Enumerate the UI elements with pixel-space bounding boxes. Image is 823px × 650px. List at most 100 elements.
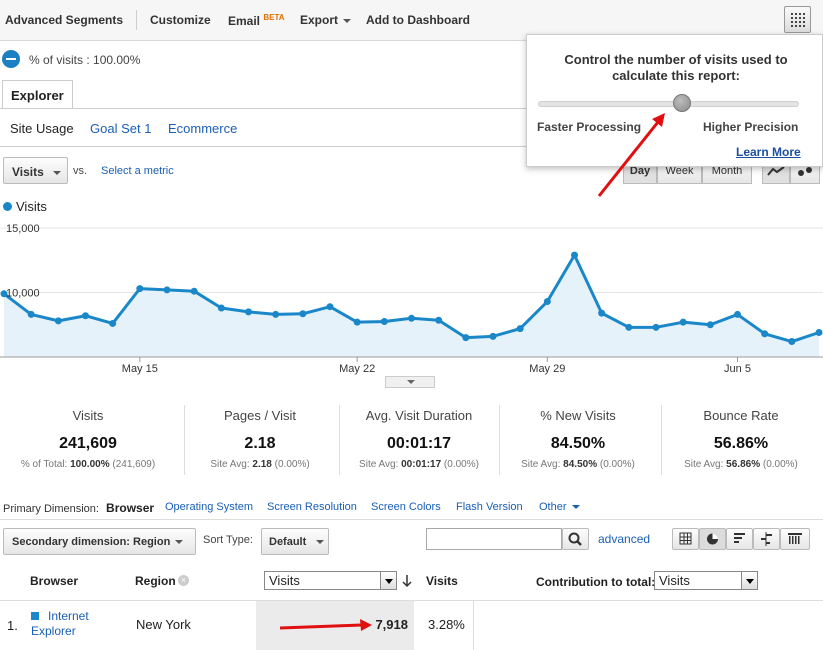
table-search-input[interactable] [426, 528, 562, 550]
scorecard-title: Avg. Visit Duration [365, 408, 473, 423]
export-button[interactable]: Export [300, 13, 352, 27]
data-point [353, 318, 361, 326]
data-point [27, 310, 35, 318]
data-point [190, 287, 198, 295]
data-point [82, 312, 89, 320]
sort-metric-select[interactable]: Visits [264, 571, 397, 590]
data-point [706, 321, 714, 329]
contribution-metric-select[interactable]: Visits [654, 571, 758, 590]
popup-title: Control the number of visits used to cal… [564, 52, 788, 83]
sort-type-dropdown[interactable]: Default [261, 528, 329, 555]
dimension-divider [0, 519, 823, 520]
subtab-divider [0, 146, 823, 147]
x-tick-label: May 15 [122, 363, 158, 375]
y-tick-label: 15,000 [6, 223, 40, 235]
scorecard-sub-bold: 00:01:17 [401, 459, 442, 470]
subtab-ecommerce[interactable]: Ecommerce [168, 121, 238, 136]
dimension-browser[interactable]: Browser [106, 501, 155, 515]
comparison-view-button[interactable] [753, 528, 780, 550]
scorecard-divider [184, 405, 185, 475]
advanced-segments-button[interactable]: Advanced Segments [5, 13, 124, 27]
scorecard-sub: Site Avg: 2.18 (0.00%) [184, 459, 336, 470]
secondary-dimension-dropdown[interactable]: Secondary dimension: Region [3, 528, 196, 555]
dimension-operating-system[interactable]: Operating System [165, 501, 254, 513]
precision-slider-thumb[interactable] [672, 94, 691, 112]
chevron-down-icon [741, 572, 757, 589]
row-browser-link[interactable]: Internet Explorer [31, 609, 89, 638]
sampling-grid-button[interactable] [784, 6, 811, 33]
row-visits-value: 7,918 [375, 617, 408, 632]
export-label: Export [300, 13, 339, 27]
red-annotation-arrow [279, 619, 372, 631]
row-color-square-icon [31, 612, 39, 620]
scorecard-title: Visits [72, 408, 104, 423]
chevron-down-icon [407, 380, 415, 384]
column-header-region[interactable]: Region [135, 574, 176, 588]
scorecard-sub: Site Avg: 00:01:17 (0.00%) [339, 459, 499, 470]
faster-processing-label: Faster Processing [537, 120, 642, 134]
scorecard-sub-suffix: (0.00%) [271, 459, 310, 470]
x-tick-label: May 22 [339, 363, 375, 375]
primary-dimension-bar: Primary Dimension: Browser [3, 501, 154, 515]
red-annotation-arrow [597, 113, 665, 197]
dimension-other[interactable]: Other [539, 501, 580, 513]
pivot-view-button[interactable] [780, 528, 810, 550]
performance-view-button[interactable] [726, 528, 753, 550]
table-view-button[interactable] [672, 528, 699, 550]
column-header-visits[interactable]: Visits [426, 574, 458, 588]
pie-view-button[interactable] [699, 528, 726, 550]
dimension-screen-colors[interactable]: Screen Colors [371, 501, 441, 513]
data-point [489, 332, 497, 340]
subtab-site-usage[interactable]: Site Usage [10, 121, 74, 136]
scorecard-value: 84.50% [550, 435, 606, 452]
scorecard-pages-per-visit: Pages / Visit 2.18 Site Avg: 2.18 (0.00%… [184, 398, 336, 480]
data-point [815, 328, 823, 336]
contribution-metric-value: Visits [659, 573, 690, 588]
column-header-browser[interactable]: Browser [30, 574, 79, 588]
search-button[interactable] [562, 528, 589, 550]
metric-dropdown[interactable]: Visits [3, 157, 68, 184]
chevron-down-icon [316, 540, 325, 545]
data-point [435, 316, 443, 324]
email-label: Email [228, 14, 261, 28]
learn-more-link[interactable]: Learn More [736, 145, 801, 159]
sort-descending-icon[interactable] [401, 573, 413, 589]
precision-slider-track[interactable] [538, 101, 799, 107]
sampling-pie-icon [2, 50, 20, 68]
subtab-goal-set-1[interactable]: Goal Set 1 [90, 121, 152, 136]
scorecard-value: 2.18 [244, 435, 276, 452]
scorecard-sub-prefix: Site Avg: [521, 459, 564, 470]
data-point [625, 323, 633, 331]
table-header-divider [0, 600, 823, 601]
scorecard-sub: % of Total: 100.00% (241,609) [0, 459, 176, 470]
tab-divider [0, 108, 823, 109]
x-tick-label: Jun 5 [724, 363, 751, 375]
data-point [571, 251, 578, 259]
scorecard-sub-suffix: (0.00%) [760, 459, 798, 470]
scorecard-divider [499, 405, 500, 475]
scorecard-value: 241,609 [59, 435, 117, 452]
dimension-screen-resolution[interactable]: Screen Resolution [267, 501, 357, 513]
primary-dimension-label: Primary Dimension: [3, 503, 99, 515]
sampling-text: % of visits : 100.00% [29, 53, 141, 67]
scorecard-sub-suffix: (0.00%) [441, 459, 479, 470]
data-point [54, 317, 62, 325]
select-metric-link[interactable]: Select a metric [101, 165, 174, 177]
customize-button[interactable]: Customize [150, 13, 211, 27]
pie-chart-icon [707, 533, 718, 545]
dimension-flash-version[interactable]: Flash Version [456, 501, 523, 513]
add-to-dashboard-button[interactable]: Add to Dashboard [366, 13, 470, 27]
remove-dimension-icon[interactable]: × [178, 575, 189, 586]
advanced-filter-link[interactable]: advanced [598, 532, 651, 546]
report-toolbar: Advanced Segments Customize Email BETA E… [0, 0, 823, 41]
scorecard-sub-bold: 2.18 [252, 459, 272, 470]
chart-resize-handle[interactable] [385, 376, 435, 388]
scorecard-sub-prefix: Site Avg: [359, 459, 402, 470]
comparison-icon [761, 532, 772, 546]
x-tick-label: May 29 [529, 363, 565, 375]
data-point [734, 310, 741, 318]
email-button[interactable]: Email BETA [228, 13, 285, 28]
scorecard-sub-suffix: (241,609) [109, 459, 156, 470]
tab-explorer[interactable]: Explorer [2, 80, 73, 109]
higher-precision-label: Higher Precision [703, 120, 799, 134]
